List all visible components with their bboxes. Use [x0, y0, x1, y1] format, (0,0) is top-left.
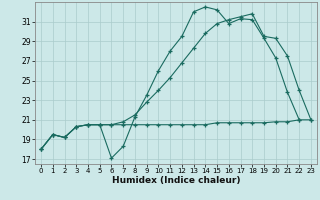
X-axis label: Humidex (Indice chaleur): Humidex (Indice chaleur)	[112, 176, 240, 185]
